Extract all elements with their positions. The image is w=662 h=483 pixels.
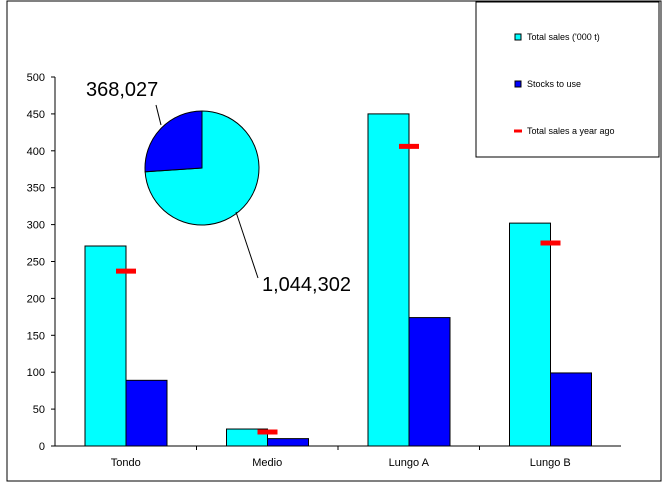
bar [550, 372, 592, 447]
pie-leader-line [235, 211, 259, 279]
bar [267, 438, 309, 447]
x-tick-label: Medio [252, 457, 282, 469]
y-tick-label: 450 [27, 109, 45, 121]
legend-label: Total sales ('000 t) [527, 32, 600, 42]
y-tick-label: 400 [27, 146, 45, 158]
y-tick-label: 250 [27, 257, 45, 269]
x-tick-label: Tondo [111, 457, 141, 469]
pie-slice [144, 110, 203, 173]
legend: Total sales ('000 t) Stocks to use Total s… [475, 1, 660, 158]
y-tick-label: 0 [39, 441, 45, 453]
y-tick-label: 200 [27, 293, 45, 305]
legend-label: Total sales a year ago [527, 126, 615, 136]
y-tick-label: 100 [27, 367, 45, 379]
bar [367, 113, 410, 447]
y-tick-label: 500 [27, 72, 45, 84]
bar [125, 379, 168, 447]
bar [509, 222, 551, 447]
legend-swatch [514, 33, 522, 41]
legend-swatch [514, 80, 522, 88]
legend-box [475, 1, 660, 158]
bar [84, 245, 127, 447]
pie-leader-line [155, 104, 162, 126]
bar [408, 317, 451, 447]
pie-label: 368,027 [86, 79, 158, 101]
x-tick-label: Lungo B [530, 457, 571, 469]
bar [226, 428, 268, 447]
plot-area: 0 50 100 150 200 250 300 350 400 450 500 Tondo Medio… [27, 72, 621, 469]
y-tick-label: 350 [27, 183, 45, 195]
inset-pie: 368,027 1,044,302 [86, 79, 351, 296]
legend-label: Stocks to use [527, 79, 581, 89]
y-tick-label: 300 [27, 220, 45, 232]
y-tick-label: 150 [27, 330, 45, 342]
pie-label: 1,044,302 [262, 274, 351, 296]
x-tick-label: Lungo A [389, 457, 430, 469]
y-tick-label: 50 [33, 404, 45, 416]
